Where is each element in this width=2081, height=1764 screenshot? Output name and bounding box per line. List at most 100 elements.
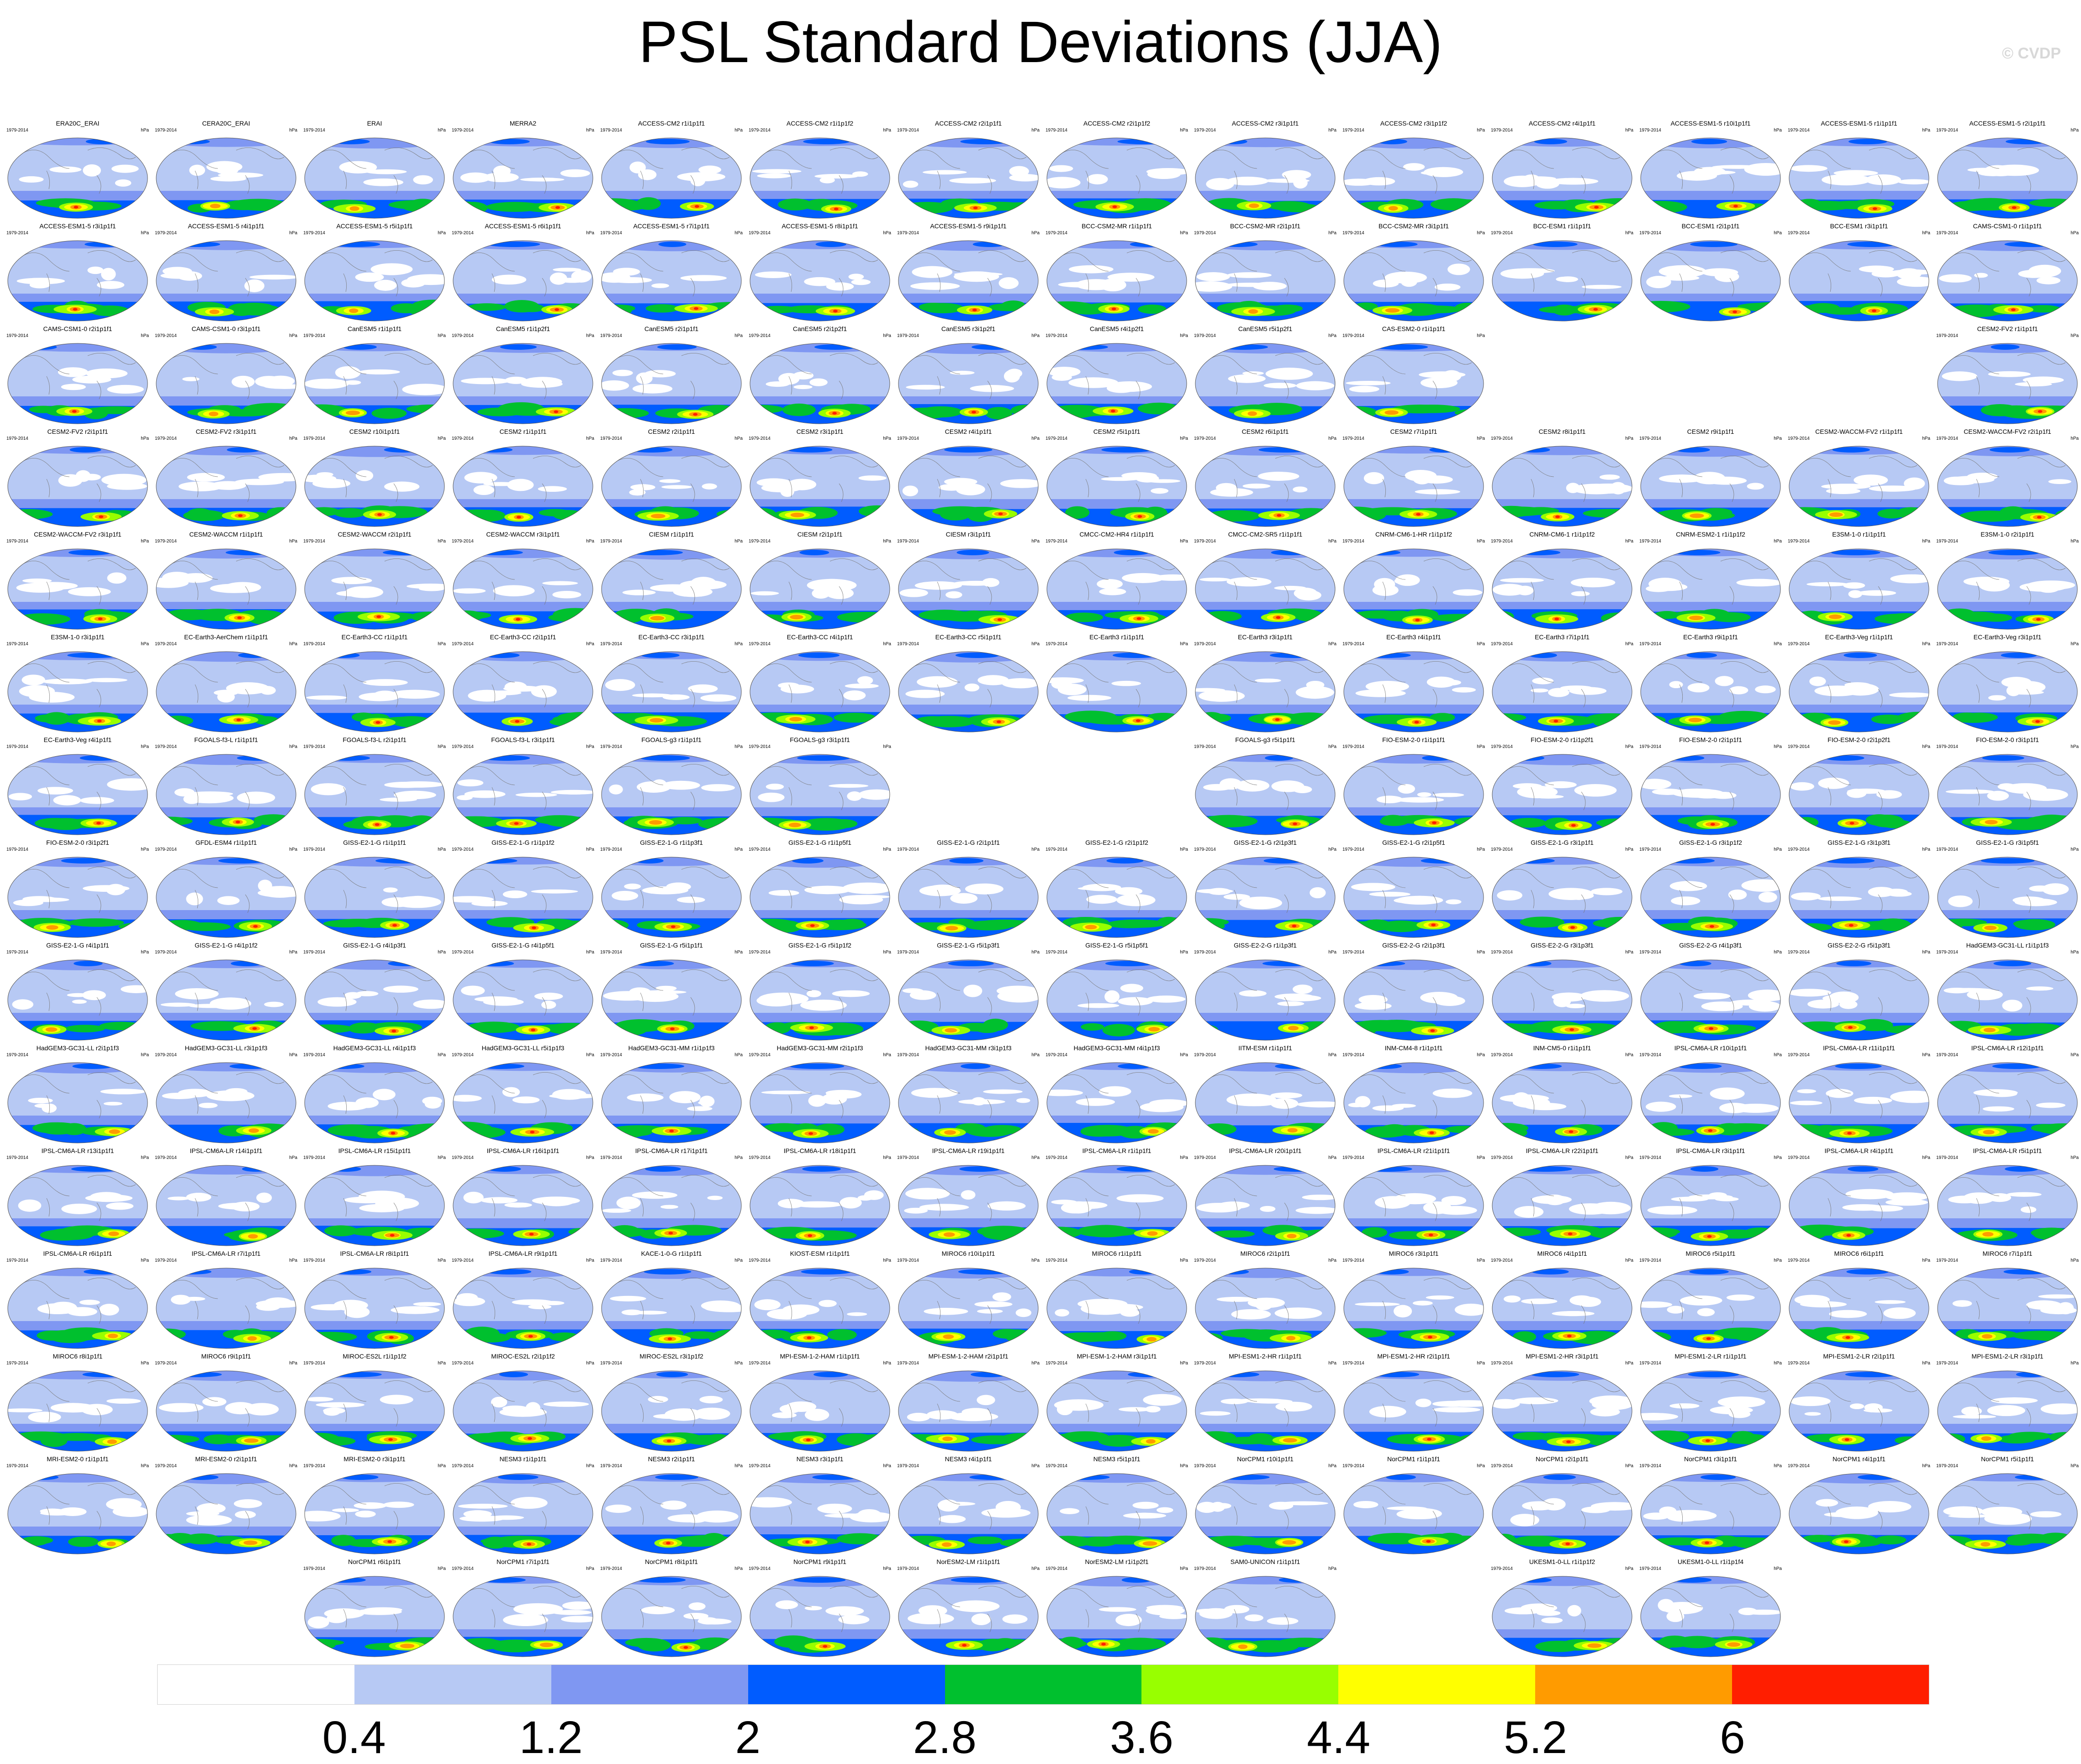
panel-years: 1979-2014 bbox=[155, 231, 177, 236]
model-panel: NorCPM1 r8i1p1f1 1979-2014 hPa bbox=[599, 1558, 744, 1659]
psl-map bbox=[1789, 446, 1929, 527]
panel-title: ACCESS-CM2 r2i1p1f1 bbox=[935, 120, 1002, 127]
panel-units: hPa bbox=[289, 333, 297, 338]
panel-years: 1979-2014 bbox=[1046, 231, 1067, 236]
psl-map bbox=[750, 137, 890, 219]
colorbar bbox=[157, 1664, 1929, 1705]
psl-map bbox=[1492, 1268, 1632, 1349]
model-panel: NESM3 r1i1p1f1 1979-2014 hPa bbox=[451, 1455, 595, 1557]
panel-title: FGOALS-g3 r3i1p1f1 bbox=[790, 736, 850, 743]
panel-title: IPSL-CM6A-LR r12i1p1f1 bbox=[1971, 1044, 2044, 1052]
panel-title: HadGEM3-GC31-LL r3i1p1f3 bbox=[185, 1044, 268, 1052]
panel-title: MRI-ESM2-0 r2i1p1f1 bbox=[195, 1455, 257, 1463]
model-panel: IPSL-CM6A-LR r22i1p1f1 1979-2014 hPa bbox=[1490, 1147, 1634, 1248]
panel-title: EC-Earth3 r7i1p1f1 bbox=[1535, 633, 1590, 641]
panel-units: hPa bbox=[1031, 642, 1040, 647]
panel-years: 1979-2014 bbox=[1936, 1053, 1958, 1058]
panel-units: hPa bbox=[734, 539, 743, 544]
panel-units: hPa bbox=[2070, 642, 2079, 647]
panel-units: hPa bbox=[1625, 1361, 1633, 1366]
panel-units: hPa bbox=[1774, 744, 1782, 749]
panel-title: CESM2 r7i1p1f1 bbox=[1390, 428, 1437, 435]
panel-title: IPSL-CM6A-LR r13i1p1f1 bbox=[41, 1147, 114, 1154]
psl-map bbox=[1937, 1062, 2078, 1143]
panel-units: hPa bbox=[1477, 1155, 1485, 1160]
psl-map bbox=[898, 548, 1039, 630]
panel-years: 1979-2014 bbox=[155, 744, 177, 749]
panel-title: GISS-E2-2-G r3i1p3f1 bbox=[1531, 942, 1594, 949]
psl-map bbox=[7, 1268, 148, 1349]
panel-units: hPa bbox=[2070, 128, 2079, 133]
model-panel: ACCESS-CM2 r3i1p1f1 1979-2014 hPa bbox=[1193, 120, 1337, 221]
panel-units: hPa bbox=[1477, 539, 1485, 544]
panel-units: hPa bbox=[1625, 1464, 1633, 1469]
psl-map bbox=[304, 137, 445, 219]
model-panel: CESM2-FV2 r3i1p1f1 1979-2014 hPa bbox=[154, 428, 298, 529]
panel-years: 1979-2014 bbox=[1342, 436, 1364, 441]
psl-map bbox=[1343, 1268, 1484, 1349]
panel-units: hPa bbox=[883, 128, 891, 133]
panel-years: 1979-2014 bbox=[1342, 333, 1364, 338]
model-panel: NESM3 r3i1p1f1 1979-2014 hPa bbox=[748, 1455, 892, 1557]
colorbar-box bbox=[158, 1665, 354, 1704]
psl-map bbox=[601, 1370, 742, 1452]
panel-title: NorCPM1 r7i1p1f1 bbox=[496, 1558, 549, 1565]
panel-units: hPa bbox=[141, 436, 149, 441]
panel-title: GISS-E2-1-G r4i1p5f1 bbox=[491, 942, 555, 949]
model-panel: GISS-E2-1-G r4i1p5f1 1979-2014 hPa bbox=[451, 942, 595, 1043]
panel-years: 1979-2014 bbox=[1342, 744, 1364, 749]
model-panel: FGOALS-f3-L r1i1p1f1 1979-2014 hPa bbox=[154, 736, 298, 837]
psl-map bbox=[304, 343, 445, 424]
model-panel: CESM2 r9i1p1f1 1979-2014 hPa bbox=[1638, 428, 1783, 529]
panel-units: hPa bbox=[2070, 950, 2079, 955]
panel-title: E3SM-1-0 r1i1p1f1 bbox=[1832, 531, 1886, 538]
model-panel: MIROC6 r1i1p1f1 1979-2014 hPa bbox=[1045, 1250, 1189, 1351]
psl-map bbox=[7, 754, 148, 835]
psl-map bbox=[304, 754, 445, 835]
model-panel: SAM0-UNICON r1i1p1f1 1979-2014 hPa bbox=[1193, 1558, 1337, 1659]
model-panel: BCC-ESM1 r3i1p1f1 1979-2014 hPa bbox=[1787, 222, 1931, 324]
model-panel: NorESM2-LM r1i1p2f1 1979-2014 hPa bbox=[1045, 1558, 1189, 1659]
panel-title: IPSL-CM6A-LR r6i1p1f1 bbox=[43, 1250, 112, 1257]
panel-years: 1979-2014 bbox=[1491, 642, 1513, 647]
panel-title: NorCPM1 r1i1p1f1 bbox=[1387, 1455, 1440, 1463]
panel-years: 1979-2014 bbox=[155, 539, 177, 544]
panel-title: CanESM5 r4i1p2f1 bbox=[1089, 325, 1144, 332]
psl-map bbox=[304, 1370, 445, 1452]
panel-units: hPa bbox=[883, 642, 891, 647]
panel-title: CanESM5 r2i1p1f1 bbox=[644, 325, 699, 332]
panel-years: 1979-2014 bbox=[1046, 1464, 1067, 1469]
panel-years: 1979-2014 bbox=[600, 333, 622, 338]
panel-title: ACCESS-CM2 r3i1p1f1 bbox=[1231, 120, 1299, 127]
panel-years: 1979-2014 bbox=[749, 642, 771, 647]
panel-title: BCC-CSM2-MR r1i1p1f1 bbox=[1081, 222, 1152, 230]
panel-title: CNRM-CM6-1-HR r1i1p1f2 bbox=[1375, 531, 1452, 538]
model-panel: GISS-E2-1-G r4i1p1f1 1979-2014 hPa bbox=[5, 942, 150, 1043]
model-panel: IPSL-CM6A-LR r21i1p1f1 1979-2014 hPa bbox=[1342, 1147, 1486, 1248]
psl-map bbox=[156, 651, 296, 732]
panel-units: hPa bbox=[883, 539, 891, 544]
panel-title: CESM2 r8i1p1f1 bbox=[1538, 428, 1586, 435]
model-panel: NorCPM1 r3i1p1f1 1979-2014 hPa bbox=[1638, 1455, 1783, 1557]
panel-units: hPa bbox=[1774, 539, 1782, 544]
model-panel: GISS-E2-1-G r4i1p1f2 1979-2014 hPa bbox=[154, 942, 298, 1043]
panel-years: 1979-2014 bbox=[452, 1053, 474, 1058]
model-panel: MPI-ESM-1-2-HAM r2i1p1f1 1979-2014 hPa bbox=[896, 1353, 1040, 1454]
psl-map bbox=[1640, 137, 1781, 219]
panel-years: 1979-2014 bbox=[897, 1155, 919, 1160]
panel-units: hPa bbox=[141, 333, 149, 338]
panel-years: 1979-2014 bbox=[1936, 436, 1958, 441]
colorbar-label: 2 bbox=[735, 1712, 761, 1763]
psl-map bbox=[1195, 1370, 1336, 1452]
panel-units: hPa bbox=[289, 642, 297, 647]
panel-units: hPa bbox=[2070, 1155, 2079, 1160]
panel-units: hPa bbox=[438, 1464, 446, 1469]
psl-map bbox=[1343, 343, 1484, 424]
psl-map bbox=[304, 651, 445, 732]
panel-units: hPa bbox=[586, 436, 594, 441]
panel-years: 1979-2014 bbox=[749, 950, 771, 955]
panel-units: hPa bbox=[1180, 1464, 1188, 1469]
psl-map bbox=[750, 1576, 890, 1657]
panel-years: 1979-2014 bbox=[1491, 847, 1513, 852]
panel-title: GISS-E2-1-G r2i1p1f2 bbox=[1085, 839, 1148, 846]
